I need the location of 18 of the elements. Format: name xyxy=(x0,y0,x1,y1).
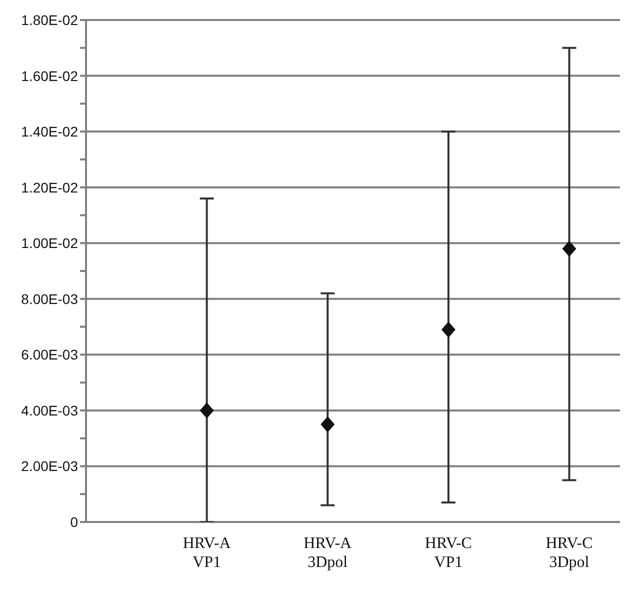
x-tick-label: HRV-C 3Dpol xyxy=(546,535,593,571)
y-tick-label: 2.00E-03 xyxy=(21,458,78,474)
x-tick-label: HRV-A 3Dpol xyxy=(304,535,352,571)
y-tick-label: 1.00E-02 xyxy=(21,235,78,252)
point xyxy=(200,402,214,418)
point xyxy=(441,322,456,338)
y-tick-label: 0 xyxy=(70,514,78,530)
y-tick-label: 1.80E-02 xyxy=(21,12,78,28)
y-tick-label: 4.00E-03 xyxy=(21,402,78,418)
y-tick-label: 1.60E-02 xyxy=(21,68,78,84)
x-tick-label: HRV-A VP1 xyxy=(182,535,232,571)
point xyxy=(320,416,335,432)
y-tick-label: 1.40E-02 xyxy=(21,124,78,140)
y-tick-label: 8.00E-03 xyxy=(21,290,78,307)
y-tick-label: 6.00E-03 xyxy=(21,346,78,363)
point xyxy=(562,240,576,257)
x-tick-label: HRV-C VP1 xyxy=(424,535,472,571)
y-tick-label: 1.20E-02 xyxy=(21,179,78,196)
